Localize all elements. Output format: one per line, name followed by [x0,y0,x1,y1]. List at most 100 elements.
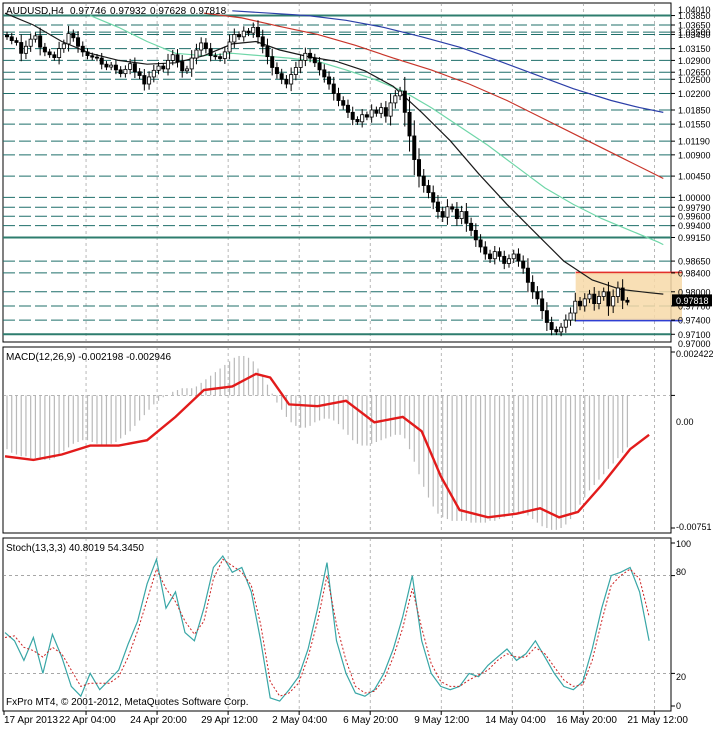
ohlc-close: 0.97818 [190,6,227,17]
macd-panel-frame [2,346,672,534]
candle-body [227,41,232,53]
macd-axis-zero-label: 0.00 [676,417,694,427]
candle-body [464,211,469,224]
candle-body [459,211,464,219]
price-axis-label: 1.03450 [678,30,711,40]
candle-body [308,52,313,59]
stoch-title: Stoch(13,3,3) 40.8019 54.3450 [6,543,144,554]
candle-body [407,111,412,137]
macd-title: MACD(12,26,9) -0.002198 -0.002946 [6,352,172,363]
candle-body [582,298,587,307]
price-axis-label: 0.98400 [678,268,711,278]
candle-body [104,63,109,68]
stoch-signal-line [4,558,650,697]
price-axis-label: 0.97100 [678,330,711,340]
price-axis-label: 0.99790 [678,203,711,213]
price-axis-label: 1.03650 [678,20,711,30]
stoch-axis-0-label: 0 [676,701,681,711]
candle-body [530,281,535,293]
price-axis-label: 1.03850 [678,11,711,21]
candle-body [521,260,526,269]
candle-body [47,51,52,56]
candle-body [336,93,341,101]
candle-body [488,253,493,260]
candle-body [525,267,530,283]
candle-body [293,67,298,75]
price-axis-label: 0.99150 [678,233,711,243]
candle-body [331,83,336,94]
candle-body [19,42,24,54]
candle-body [511,253,516,260]
current-price-marker [672,294,712,307]
price-axis-label: 1.01550 [678,120,711,130]
candle-body [364,114,369,118]
candle-body [440,211,445,218]
candle-body [9,36,14,41]
candle-body [317,62,322,71]
candle-body [199,42,204,51]
candle-body [383,107,388,117]
price-axis-label: 1.02500 [678,75,711,85]
candle-body [303,52,308,61]
candle-body [156,65,161,71]
price-axis-label: 1.01190 [678,137,710,147]
time-axis-label: 2 May 04:00 [272,715,327,726]
candle-body [232,34,237,43]
candle-body [492,251,497,260]
candle-body [327,76,332,85]
candle-body [606,291,611,307]
candle-body [118,69,123,75]
price-axis-max-label: 1.04010 [678,5,711,15]
chart-labels: AUDUSD,H4 0.97746 0.97932 0.97628 0.9781… [6,5,713,711]
candle-body [369,109,374,118]
candle-body [132,63,137,73]
macd-signal-line [4,372,650,519]
moving-average-ma-slow [203,12,664,180]
watermark: FxPro MT4, © 2001-2012, MetaQuotes Softw… [6,697,248,708]
candle-body [137,71,142,76]
candle-body [246,30,251,34]
candle-body [388,102,393,117]
price-axis-label: 0.97400 [678,316,711,326]
candle-body [611,296,616,307]
candle-body [402,90,407,113]
candle-body [5,34,10,38]
candle-body [473,229,478,241]
macd-axis-max-label: 0.002422 [676,349,713,359]
price-axis-label: 0.97700 [678,301,711,311]
candle-body [578,300,583,307]
candle-body [601,291,606,297]
candle-body [237,34,242,38]
candle-body [260,36,265,47]
candle-body [208,48,213,57]
price-axis-label: 0.99600 [678,212,711,222]
candle-body [435,201,440,212]
candle-body [615,287,620,297]
candle-body [128,63,133,70]
candle-body [251,26,256,34]
price-axis-label: 1.00450 [678,172,711,182]
candle-body [620,287,625,301]
candle-body [516,253,521,262]
moving-average-ma-fast [4,12,664,295]
candle-body [28,38,33,47]
candle-body [57,48,62,58]
candle-body [147,76,152,85]
candle-body [189,57,194,70]
candle-body [66,33,71,45]
candle-body [76,37,81,47]
candle-body [274,67,279,75]
candle-body [345,104,350,113]
candle-body [573,300,578,314]
candle-body [80,45,85,53]
candle-body [355,119,360,123]
time-axis-label: 9 May 12:00 [414,715,469,726]
candle-body [222,51,227,59]
price-panel-frame [2,2,672,343]
candle-body [350,111,355,120]
candle-body [151,69,156,78]
time-axis-label: 16 May 20:00 [556,715,617,726]
candle-body [544,310,549,323]
candle-body [563,319,568,328]
